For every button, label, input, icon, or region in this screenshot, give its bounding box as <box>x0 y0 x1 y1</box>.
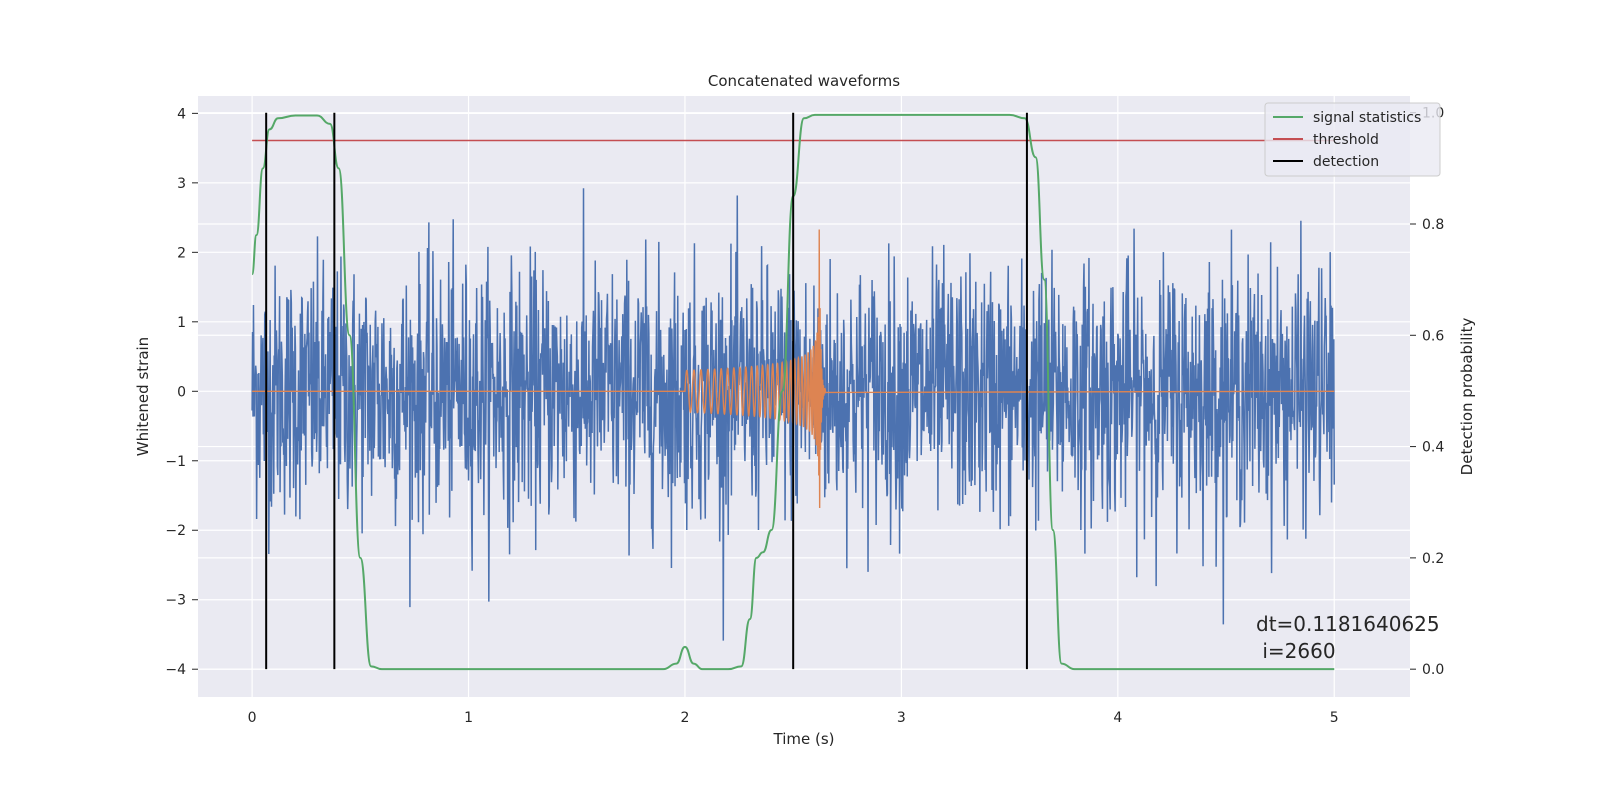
y-tick-label: −3 <box>165 593 186 609</box>
y-axis-right-label: Detection probability <box>1458 318 1476 476</box>
x-tick-label: 4 <box>1113 710 1122 726</box>
y-tick-label: 3 <box>177 176 186 192</box>
legend-label-threshold: threshold <box>1313 132 1379 148</box>
y-tick-label: 2 <box>177 245 186 261</box>
template-series <box>252 229 1335 509</box>
y-right-tick-label: 0.6 <box>1422 328 1444 344</box>
detection-series <box>265 112 1028 670</box>
y-right-tick-label: 0.0 <box>1422 662 1444 678</box>
y-tick-label: −4 <box>165 662 186 678</box>
legend-label-signal-statistics: signal statistics <box>1313 110 1421 126</box>
annotation-index: i=2660 <box>1256 639 1336 663</box>
legend-box <box>1264 102 1441 177</box>
chart-title: Concatenated waveforms <box>708 72 900 90</box>
x-tick-label: 2 <box>681 710 690 726</box>
x-axis-label: Time (s) <box>773 730 835 748</box>
x-tick-label: 3 <box>897 710 906 726</box>
template-line <box>252 229 1335 509</box>
legend: signal statistics threshold detection <box>1264 102 1441 177</box>
x-tick-label: 1 <box>464 710 473 726</box>
y-tick-label: 4 <box>177 106 186 122</box>
y-tick-label: 1 <box>177 315 186 331</box>
x-tick-label: 5 <box>1330 710 1339 726</box>
legend-label-detection: detection <box>1313 154 1379 170</box>
y-axis-label: Whitened strain <box>134 337 152 456</box>
y-tick-label: −2 <box>165 523 186 539</box>
x-tick-label: 0 <box>248 710 257 726</box>
y-tick-label: −1 <box>165 454 186 470</box>
y-right-tick-label: 0.4 <box>1422 440 1444 456</box>
annotation-dt: dt=0.1181640625 <box>1256 612 1440 636</box>
y-right-tick-label: 0.8 <box>1422 217 1444 233</box>
y-tick-label: 0 <box>177 384 186 400</box>
y-right-tick-label: 0.2 <box>1422 551 1444 567</box>
